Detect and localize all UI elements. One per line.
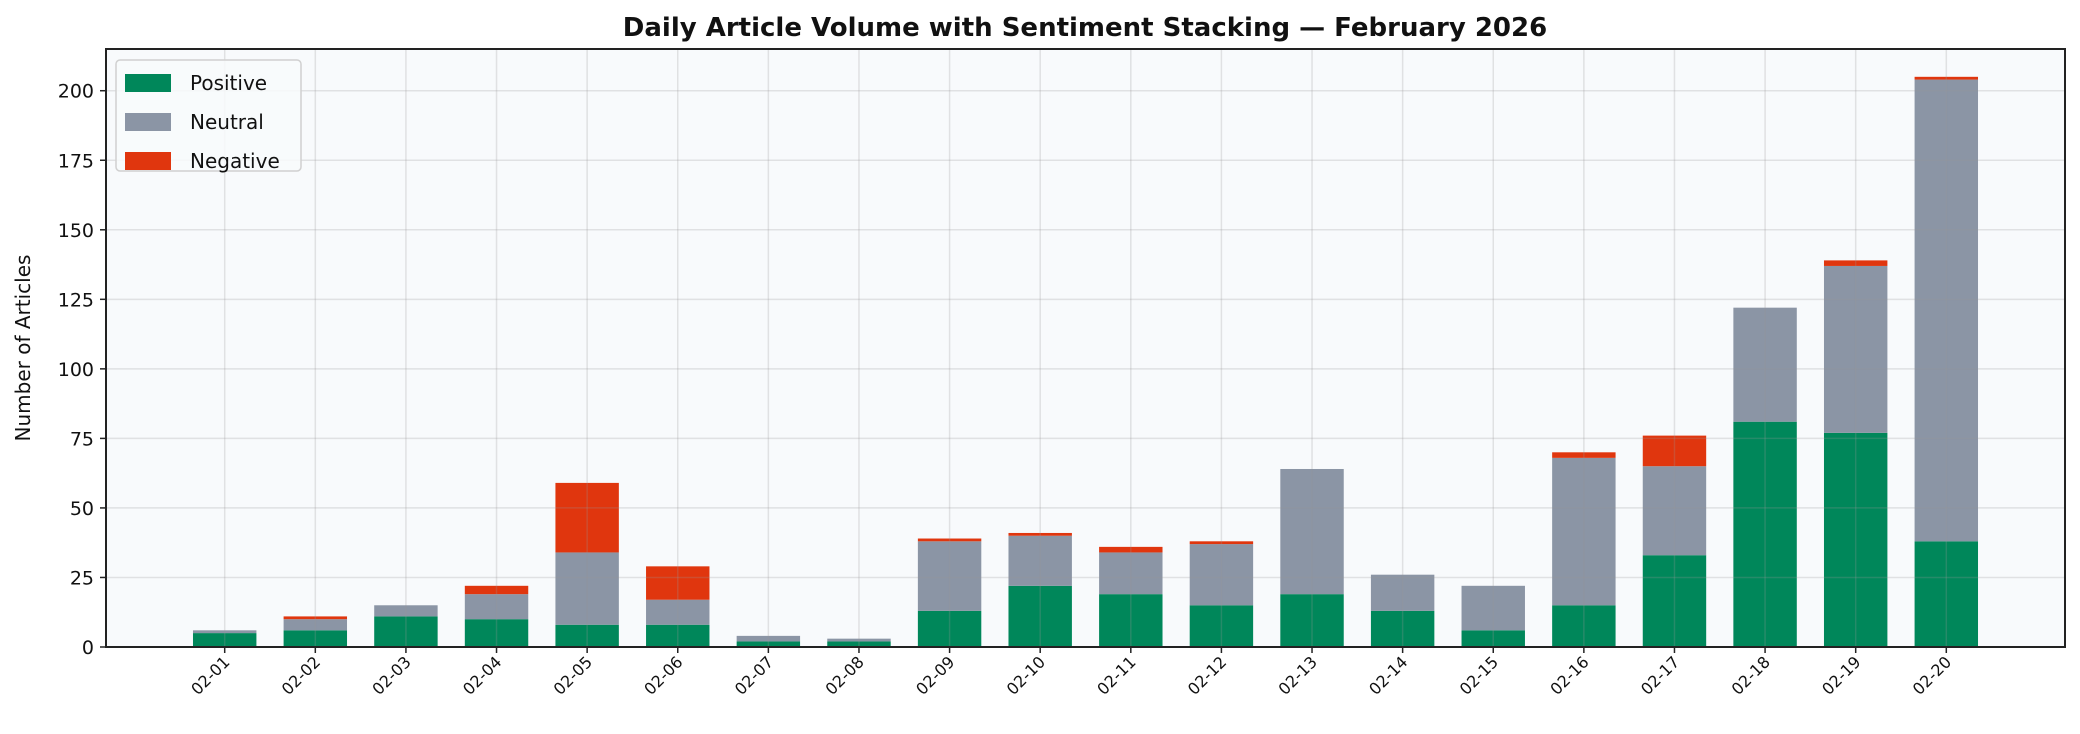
- bar-positive-02-12: [1189, 605, 1254, 647]
- x-tick-label: 02-17: [1637, 652, 1683, 698]
- axes-frame: [105, 48, 2066, 648]
- y-tick-label: 75: [70, 428, 94, 450]
- bar-neutral-02-02: [283, 619, 348, 631]
- y-tick-label: 0: [82, 637, 94, 659]
- y-axis-label: Number of Articles: [11, 255, 35, 442]
- bar-neutral-02-03: [374, 605, 438, 617]
- bar-positive-02-01: [192, 633, 257, 647]
- bar-negative-02-17: [1642, 435, 1707, 467]
- bar-negative-02-12: [1189, 541, 1254, 545]
- bar-neutral-02-13: [1280, 468, 1344, 595]
- bar-positive-02-03: [374, 616, 438, 647]
- legend: Positive Neutral Negative: [115, 59, 302, 173]
- bar-positive-02-13: [1280, 594, 1344, 647]
- y-tick-label: 150: [58, 220, 94, 242]
- bar-negative-02-16: [1552, 452, 1616, 458]
- bar-neutral-02-15: [1461, 585, 1525, 631]
- bar-positive-02-08: [827, 641, 891, 647]
- bar-positive-02-02: [283, 630, 348, 647]
- x-tick-label: 02-07: [731, 652, 777, 698]
- x-tick-label: 02-20: [1909, 652, 1955, 698]
- x-tick-label: 02-01: [187, 652, 233, 698]
- bar-positive-02-09: [917, 610, 982, 647]
- bar-neutral-02-12: [1189, 544, 1254, 606]
- x-tick-label: 02-09: [912, 652, 958, 698]
- chart-title: Daily Article Volume with Sentiment Stac…: [623, 13, 1547, 43]
- bar-neutral-02-11: [1099, 552, 1163, 595]
- bar-positive-02-04: [464, 619, 529, 647]
- bar-negative-02-04: [464, 585, 529, 595]
- bar-positive-02-05: [555, 624, 619, 647]
- legend-label-negative: Negative: [190, 149, 280, 173]
- x-tick-label: 02-02: [278, 652, 324, 698]
- x-tick-label: 02-16: [1546, 652, 1592, 698]
- bar-positive-02-17: [1642, 555, 1707, 647]
- legend-swatch-neutral: [125, 113, 171, 131]
- bar-neutral-02-06: [646, 599, 710, 625]
- x-tick-label: 02-06: [640, 652, 686, 698]
- bar-neutral-02-14: [1370, 574, 1435, 611]
- bar-neutral-02-20: [1914, 79, 1979, 542]
- bar-negative-02-02: [283, 616, 348, 620]
- bar-neutral-02-18: [1733, 307, 1797, 422]
- bar-neutral-02-05: [555, 552, 619, 625]
- bar-negative-02-10: [1008, 532, 1072, 536]
- x-tick-label: 02-08: [821, 652, 867, 698]
- x-tick-label: 02-10: [1003, 652, 1049, 698]
- x-tick-label: 02-03: [368, 652, 414, 698]
- bar-positive-02-07: [736, 641, 801, 647]
- bar-positive-02-20: [1914, 541, 1979, 647]
- y-tick-label: 175: [58, 150, 94, 172]
- bar-negative-02-05: [555, 482, 619, 553]
- legend-label-neutral: Neutral: [190, 110, 264, 134]
- bar-neutral-02-16: [1552, 457, 1616, 606]
- x-tick-label: 02-05: [550, 652, 596, 698]
- x-tick-label: 02-11: [1093, 652, 1139, 698]
- bar-neutral-02-09: [917, 541, 982, 611]
- x-tick-label: 02-14: [1365, 652, 1411, 698]
- x-tick-label: 02-18: [1728, 652, 1774, 698]
- bar-neutral-02-07: [736, 635, 801, 642]
- bar-positive-02-14: [1370, 610, 1435, 647]
- bar-neutral-02-08: [827, 638, 891, 642]
- bar-negative-02-09: [917, 538, 982, 542]
- plot-area: 0 25 50 75 100 125 150 175 200 02-01 02-02 02-03 02-…: [58, 48, 2066, 699]
- legend-swatch-negative: [125, 152, 171, 170]
- bar-neutral-02-01: [192, 630, 257, 634]
- y-tick-label: 125: [58, 289, 94, 311]
- bar-negative-02-19: [1823, 260, 1888, 266]
- bar-positive-02-06: [646, 624, 710, 647]
- bar-positive-02-16: [1552, 605, 1616, 647]
- bar-negative-02-20: [1914, 76, 1979, 80]
- bar-positive-02-11: [1099, 594, 1163, 647]
- y-tick-label: 200: [58, 81, 94, 103]
- y-tick-label: 25: [70, 567, 94, 589]
- y-tick-label: 50: [70, 498, 94, 520]
- x-tick-label: 02-13: [1275, 652, 1321, 698]
- bar-positive-02-18: [1733, 421, 1797, 647]
- legend-label-positive: Positive: [190, 71, 267, 95]
- bar-positive-02-15: [1461, 630, 1525, 647]
- x-tick-label: 02-12: [1184, 652, 1230, 698]
- bar-positive-02-19: [1823, 432, 1888, 647]
- bar-negative-02-06: [646, 566, 710, 600]
- y-tick-label: 100: [58, 359, 94, 381]
- bar-positive-02-10: [1008, 585, 1072, 647]
- x-tick-label: 02-19: [1818, 652, 1864, 698]
- legend-swatch-positive: [125, 74, 171, 92]
- bar-neutral-02-10: [1008, 535, 1072, 586]
- bar-neutral-02-04: [464, 594, 529, 620]
- bar-neutral-02-19: [1823, 265, 1888, 433]
- bar-negative-02-11: [1099, 546, 1163, 553]
- x-tick-label: 02-15: [1456, 652, 1502, 698]
- x-tick-label: 02-04: [459, 652, 505, 698]
- bar-neutral-02-17: [1642, 466, 1707, 556]
